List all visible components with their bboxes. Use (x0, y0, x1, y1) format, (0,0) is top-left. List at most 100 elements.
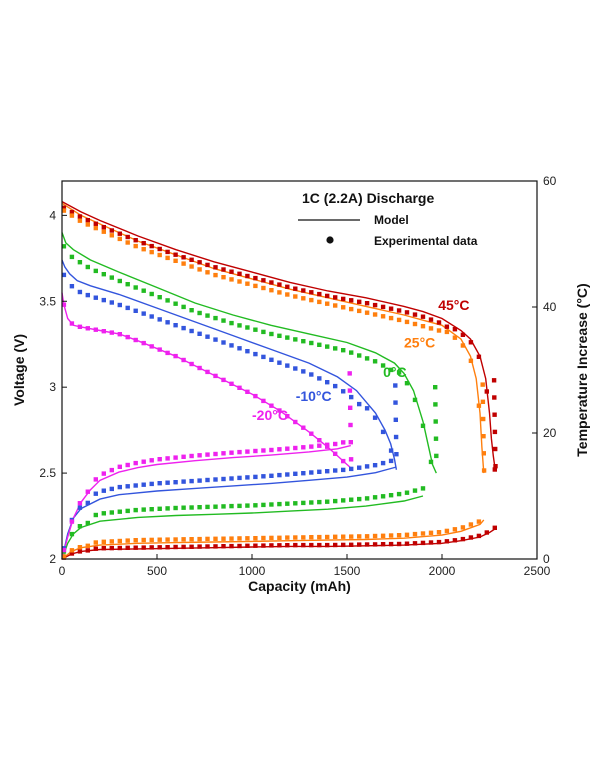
experimental-point-voltage-10c (109, 300, 114, 305)
experimental-point-temperature-25c (85, 543, 90, 548)
experimental-point-temperature-45c (492, 525, 497, 530)
experimental-point-temperature-45c (93, 546, 98, 551)
experimental-point-temperature-25c (69, 548, 75, 553)
experimental-point-voltage-0c (325, 344, 330, 349)
experimental-point-temperature-45c (412, 541, 418, 546)
experimental-point-voltage-20c (277, 408, 282, 413)
experimental-point-voltage-0c (420, 423, 426, 428)
experimental-point-voltage-45c (468, 340, 474, 345)
experimental-point-temperature-10c (333, 468, 338, 473)
experimental-point-voltage-25c (481, 434, 486, 439)
experimental-point-voltage-25c (333, 303, 338, 308)
x-tick-label: 1000 (239, 564, 266, 578)
experimental-point-temperature-0c (237, 503, 242, 509)
experimental-point-voltage-45c (221, 267, 226, 272)
experimental-point-temperature-0c (109, 510, 114, 515)
experimental-point-voltage-0c (61, 244, 67, 249)
experimental-point-temperature-45c (460, 536, 466, 542)
experimental-point-temperature-10c (357, 465, 362, 470)
experimental-point-voltage-25c (189, 264, 194, 269)
model-voltage-line-10c (61, 259, 398, 470)
x-tick-label: 2500 (524, 564, 551, 578)
experimental-point-temperature-20c (197, 453, 202, 458)
y2-tick-label: 20 (543, 426, 557, 440)
experimental-point-temperature-0c (165, 506, 170, 511)
experimental-point-voltage-10c (157, 317, 162, 322)
y-tick-label: 3.5 (39, 294, 56, 308)
experimental-point-voltage-45c (133, 238, 138, 243)
experimental-point-voltage-10c (341, 389, 346, 394)
experimental-point-temperature-25c (412, 531, 418, 537)
experimental-point-voltage-0c (173, 301, 178, 306)
experimental-point-temperature-20c (141, 459, 146, 464)
experimental-point-voltage-0c (309, 340, 314, 346)
x-tick-label: 1500 (334, 564, 361, 578)
experimental-point-temperature-25c (101, 539, 106, 544)
experimental-point-temperature-25c (293, 535, 298, 540)
experimental-point-voltage-45c (181, 255, 186, 260)
experimental-point-temperature-10c (109, 486, 114, 492)
experimental-point-temperature-10c (181, 479, 186, 484)
experimental-point-temperature-25c (261, 535, 266, 541)
x-tick-label: 500 (147, 564, 167, 578)
experimental-point-temperature-20c (77, 501, 83, 506)
experimental-point-voltage-0c (109, 275, 114, 280)
experimental-point-temperature-45c (109, 545, 114, 551)
experimental-point-voltage-45c (317, 291, 322, 297)
experimental-point-temperature-25c (109, 539, 114, 544)
experimental-point-voltage-0c (77, 260, 83, 265)
experimental-point-temperature-25c (77, 545, 83, 550)
model-voltage-line-45c (61, 200, 496, 470)
experimental-point-voltage-20c (261, 398, 266, 404)
experimental-point-voltage-10c (277, 360, 282, 365)
experimental-point-temperature-0c (181, 505, 186, 510)
experimental-point-temperature-0c (85, 520, 90, 526)
experimental-point-voltage-25c (480, 382, 485, 387)
experimental-point-temperature-0c (125, 508, 130, 514)
experimental-point-temperature-0c (261, 502, 266, 508)
experimental-point-temperature-20c (333, 441, 338, 447)
experimental-point-temperature-45c (181, 544, 186, 550)
experimental-point-temperature-10c (93, 491, 98, 496)
experimental-point-temperature-0c (221, 504, 226, 509)
experimental-point-voltage-10c (229, 343, 234, 348)
experimental-point-voltage-0c (101, 272, 106, 277)
experimental-point-voltage-10c (205, 334, 210, 339)
experimental-point-voltage-25c (61, 208, 67, 213)
experimental-point-temperature-25c (221, 536, 226, 541)
experimental-point-temperature-45c (476, 533, 482, 539)
experimental-point-voltage-25c (245, 281, 250, 286)
experimental-point-voltage-0c (125, 282, 130, 287)
experimental-point-temperature-20c (61, 547, 67, 553)
experimental-point-voltage-45c (396, 308, 402, 313)
legend-experimental-marker (326, 236, 334, 244)
experimental-point-temperature-20c (341, 440, 346, 445)
experimental-point-voltage-25c (237, 279, 242, 284)
experimental-point-voltage-10c (93, 295, 98, 300)
experimental-point-temperature-0c (141, 507, 146, 512)
experimental-point-temperature-20c (245, 449, 250, 454)
experimental-point-voltage-25c (396, 317, 402, 323)
experimental-point-temperature-45c (85, 548, 90, 553)
experimental-point-temperature-20c (85, 489, 90, 494)
experimental-point-voltage-10c (133, 308, 138, 313)
experimental-point-temperature-20c (149, 458, 154, 463)
experimental-point-temperature-25c (460, 525, 466, 530)
experimental-point-temperature-20c (229, 450, 234, 455)
experimental-point-temperature-45c (125, 545, 130, 550)
experimental-point-temperature-0c (293, 501, 298, 506)
experimental-point-voltage-45c (484, 389, 489, 394)
experimental-point-temperature-20c (157, 457, 162, 462)
experimental-point-temperature-25c (372, 533, 378, 539)
x-tick-label: 2000 (429, 564, 456, 578)
experimental-point-temperature-20c (285, 446, 290, 451)
experimental-point-voltage-10c (189, 328, 194, 334)
experimental-point-voltage-20c (173, 353, 178, 359)
experimental-point-temperature-0c (245, 503, 250, 508)
experimental-point-temperature-45c (357, 542, 362, 547)
experimental-point-voltage-45c (476, 354, 482, 359)
experimental-point-voltage-20c (117, 332, 122, 337)
